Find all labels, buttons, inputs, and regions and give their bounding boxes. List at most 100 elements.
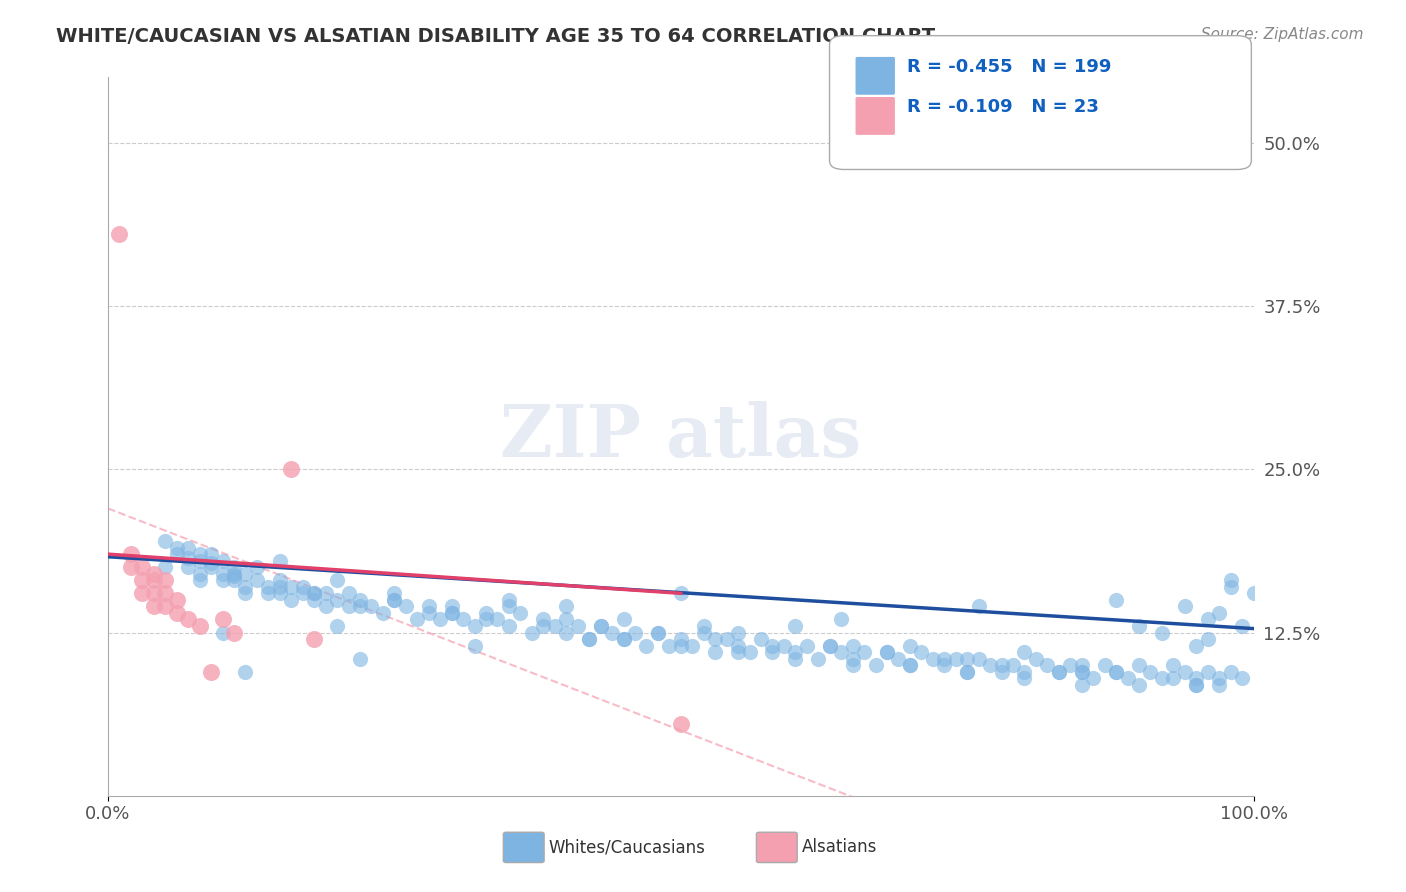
Point <box>280 580 302 594</box>
Point <box>1014 645 1036 659</box>
Point <box>475 612 498 626</box>
Point <box>1070 658 1092 673</box>
Text: WHITE/CAUCASIAN VS ALSATIAN DISABILITY AGE 35 TO 64 CORRELATION CHART: WHITE/CAUCASIAN VS ALSATIAN DISABILITY A… <box>56 27 935 45</box>
Point <box>211 625 233 640</box>
Point <box>1197 612 1219 626</box>
Point <box>1230 619 1253 633</box>
Point <box>1014 671 1036 685</box>
Point <box>498 619 520 633</box>
Point <box>418 606 440 620</box>
Point <box>1219 580 1241 594</box>
Point <box>302 586 325 600</box>
Point <box>1197 665 1219 679</box>
Point <box>142 599 165 614</box>
Point <box>600 625 623 640</box>
Point <box>302 632 325 646</box>
Point <box>384 592 406 607</box>
Point <box>704 645 727 659</box>
Point <box>1163 658 1185 673</box>
Point <box>222 574 245 588</box>
Point <box>177 541 200 555</box>
Point <box>612 632 634 646</box>
Point <box>1174 665 1197 679</box>
Point <box>1197 632 1219 646</box>
Point <box>1185 678 1208 692</box>
Point <box>1185 671 1208 685</box>
Point <box>898 658 921 673</box>
Point <box>246 560 269 574</box>
Point <box>669 632 692 646</box>
Point <box>589 619 612 633</box>
Text: Whites/Caucasians: Whites/Caucasians <box>548 838 706 856</box>
Point <box>200 556 222 570</box>
Point <box>337 599 360 614</box>
Point <box>945 651 967 665</box>
Point <box>257 580 280 594</box>
Point <box>440 606 463 620</box>
Point <box>326 619 349 633</box>
Point <box>1208 678 1230 692</box>
Point <box>498 592 520 607</box>
Point <box>429 612 451 626</box>
Text: Alsatians: Alsatians <box>801 838 877 856</box>
Point <box>1047 665 1070 679</box>
Point <box>406 612 429 626</box>
Point <box>440 606 463 620</box>
Point <box>1094 658 1116 673</box>
Point <box>681 639 703 653</box>
Point <box>520 625 543 640</box>
Point <box>440 599 463 614</box>
Point <box>360 599 382 614</box>
Point <box>727 625 749 640</box>
Point <box>315 599 337 614</box>
Text: R = -0.455   N = 199: R = -0.455 N = 199 <box>907 58 1111 76</box>
Point <box>1219 574 1241 588</box>
Point <box>1150 671 1173 685</box>
Point <box>934 658 956 673</box>
Point <box>785 619 807 633</box>
Point <box>166 606 188 620</box>
Point <box>830 645 852 659</box>
Point <box>589 619 612 633</box>
Point <box>761 645 783 659</box>
Point <box>841 658 863 673</box>
Point <box>1139 665 1161 679</box>
Point <box>155 534 177 549</box>
Point <box>1230 671 1253 685</box>
Point <box>1070 665 1092 679</box>
Point <box>120 547 142 561</box>
Point <box>921 651 943 665</box>
Point <box>222 566 245 581</box>
Point <box>716 632 738 646</box>
Point <box>1219 665 1241 679</box>
Point <box>1105 665 1128 679</box>
Point <box>166 541 188 555</box>
Point <box>658 639 681 653</box>
Point <box>302 592 325 607</box>
Point <box>807 651 830 665</box>
Point <box>177 612 200 626</box>
Point <box>612 612 634 626</box>
Point <box>235 665 257 679</box>
Point <box>269 580 291 594</box>
Point <box>418 599 440 614</box>
Point <box>349 592 371 607</box>
Point <box>1208 671 1230 685</box>
Point <box>142 586 165 600</box>
Point <box>567 619 589 633</box>
Point <box>555 625 578 640</box>
Point <box>291 586 314 600</box>
Point <box>841 639 863 653</box>
Point <box>578 632 600 646</box>
Point <box>749 632 772 646</box>
Point <box>1070 678 1092 692</box>
Text: Source: ZipAtlas.com: Source: ZipAtlas.com <box>1201 27 1364 42</box>
Point <box>211 566 233 581</box>
Point <box>108 227 131 242</box>
Point <box>876 645 898 659</box>
Point <box>1128 678 1150 692</box>
Point <box>451 612 474 626</box>
Point <box>200 665 222 679</box>
Point <box>887 651 910 665</box>
Point <box>1036 658 1059 673</box>
